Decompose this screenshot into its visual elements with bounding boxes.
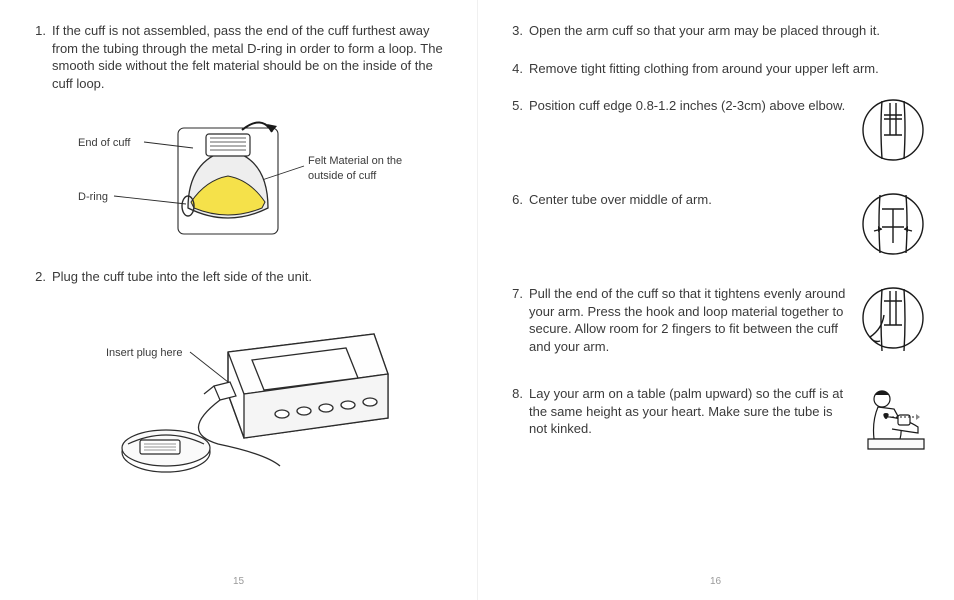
callout-text: D-ring: [78, 191, 108, 203]
thumb-step-6: [860, 191, 926, 257]
thumb-step-7: [860, 285, 926, 361]
step-number: 3.: [505, 22, 529, 40]
step-8: 8. Lay your arm on a table (palm upward)…: [505, 385, 926, 457]
step-2: 2. Plug the cuff tube into the left side…: [28, 268, 449, 286]
callout-text: Felt Material on the outside of cuff: [308, 155, 402, 182]
thumb-step-5: [860, 97, 926, 163]
thumb-step-8: [860, 385, 926, 457]
step-1: 1. If the cuff is not assembled, pass th…: [28, 22, 449, 92]
page-left: 1. If the cuff is not assembled, pass th…: [0, 0, 477, 600]
step-6: 6. Center tube over middle of arm.: [505, 191, 926, 257]
step-number: 4.: [505, 60, 529, 78]
callout-insert-plug: Insert plug here: [106, 346, 182, 361]
step-text: Open the arm cuff so that your arm may b…: [529, 22, 926, 40]
step-number: 6.: [505, 191, 529, 209]
left-steps-list: 1. If the cuff is not assembled, pass th…: [28, 22, 449, 92]
callout-end-of-cuff: End of cuff: [78, 136, 130, 151]
step-text: Lay your arm on a table (palm upward) so…: [529, 385, 860, 438]
step-number: 2.: [28, 268, 52, 286]
step-text: Plug the cuff tube into the left side of…: [52, 268, 449, 286]
step-4: 4. Remove tight fitting clothing from ar…: [505, 60, 926, 78]
plug-device-svg: [28, 304, 448, 484]
callout-felt-material: Felt Material on the outside of cuff: [308, 154, 428, 184]
page-number-left: 15: [233, 575, 244, 589]
step-text: Pull the end of the cuff so that it tigh…: [529, 285, 860, 355]
step-3: 3. Open the arm cuff so that your arm ma…: [505, 22, 926, 40]
step-5: 5. Position cuff edge 0.8-1.2 inches (2-…: [505, 97, 926, 163]
callout-d-ring: D-ring: [78, 190, 108, 205]
step-number: 7.: [505, 285, 529, 355]
step-text: Remove tight fitting clothing from aroun…: [529, 60, 926, 78]
step-text: If the cuff is not assembled, pass the e…: [52, 22, 449, 92]
step-number: 5.: [505, 97, 529, 115]
step-number: 8.: [505, 385, 529, 438]
figure-plug-device: Insert plug here: [28, 304, 449, 484]
callout-text: Insert plug here: [106, 347, 182, 359]
step-number: 1.: [28, 22, 52, 92]
page-number-right: 16: [710, 575, 721, 589]
callout-text: End of cuff: [78, 137, 130, 149]
step-text: Position cuff edge 0.8-1.2 inches (2-3cm…: [529, 97, 860, 115]
page-right: 3. Open the arm cuff so that your arm ma…: [477, 0, 954, 600]
figure-cuff-assembly: End of cuff D-ring Felt Material on the …: [28, 110, 449, 250]
left-steps-list-2: 2. Plug the cuff tube into the left side…: [28, 268, 449, 286]
step-7: 7. Pull the end of the cuff so that it t…: [505, 285, 926, 361]
step-text: Center tube over middle of arm.: [529, 191, 860, 209]
